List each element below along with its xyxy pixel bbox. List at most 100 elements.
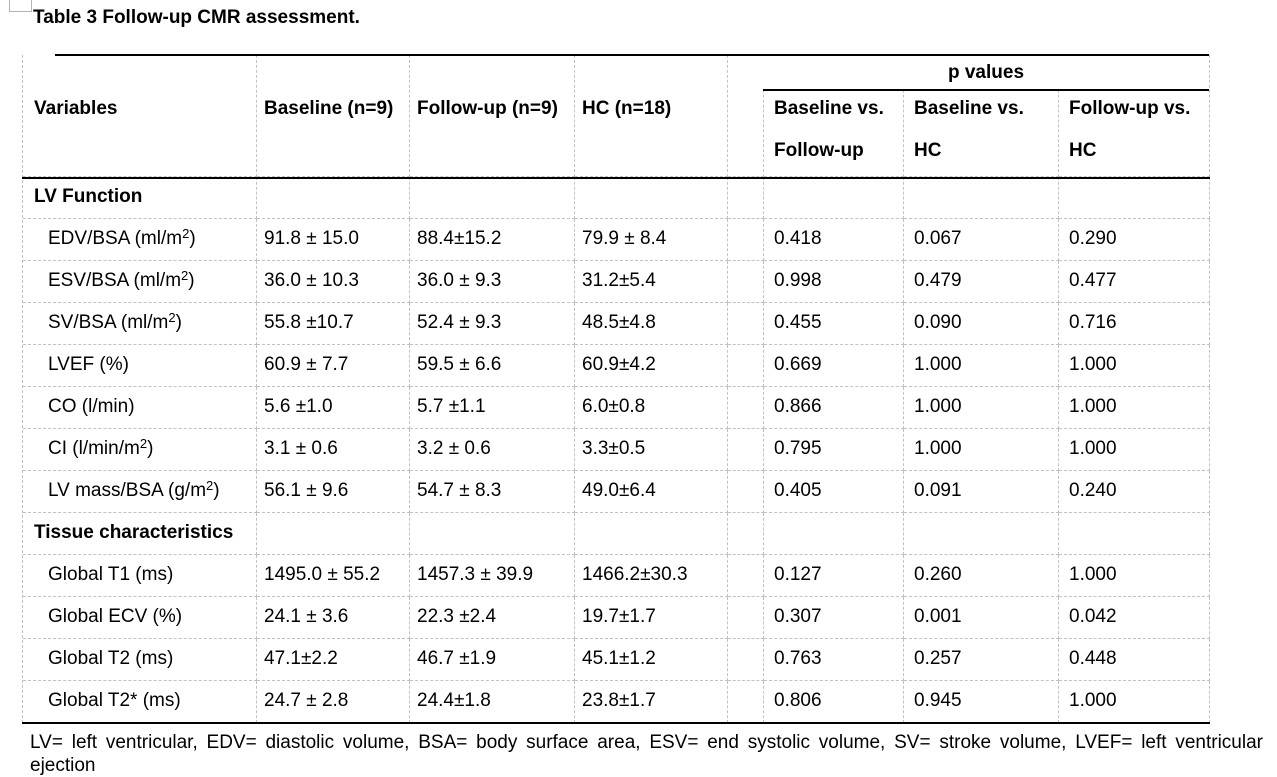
empty-cell (764, 177, 904, 219)
p-value-cell-0: 0.405 (764, 471, 904, 513)
gap-cell (728, 345, 764, 387)
value-cell-baseline: 24.1 ± 3.6 (257, 597, 410, 639)
header-line1: Follow-up vs. (1069, 98, 1191, 119)
value-cell-baseline: 47.1±2.2 (257, 639, 410, 681)
empty-cell (410, 513, 575, 555)
value-cell-baseline: 91.8 ± 15.0 (257, 219, 410, 261)
p-value-cell-2: 0.477 (1059, 261, 1210, 303)
p-value-cell-1: 0.945 (904, 681, 1059, 723)
header-line2: HC (914, 140, 942, 161)
p-value-cell-1: 1.000 (904, 429, 1059, 471)
value-cell-followup: 52.4 ± 9.3 (410, 303, 575, 345)
section-header: Tissue characteristics (23, 513, 257, 555)
value-cell-followup: 22.3 ±2.4 (410, 597, 575, 639)
p-value-cell-2: 1.000 (1059, 387, 1210, 429)
value-cell-hc: 60.9±4.2 (575, 345, 728, 387)
value-cell-hc: 48.5±4.8 (575, 303, 728, 345)
p-value-cell-0: 0.127 (764, 555, 904, 597)
header-line1: Baseline vs. (914, 98, 1024, 119)
p-value-cell-2: 0.042 (1059, 597, 1210, 639)
row-label: ESV/BSA (ml/m2) (23, 261, 257, 303)
p-value-cell-2: 1.000 (1059, 429, 1210, 471)
p-value-cell-1: 0.090 (904, 303, 1059, 345)
empty-cell (904, 177, 1059, 219)
p-value-cell-0: 0.763 (764, 639, 904, 681)
gap-cell (728, 639, 764, 681)
p-value-cell-1: 0.001 (904, 597, 1059, 639)
value-cell-hc: 31.2±5.4 (575, 261, 728, 303)
superscript-2: 2 (168, 310, 176, 325)
row-label: LV mass/BSA (g/m2) (23, 471, 257, 513)
row-label: EDV/BSA (ml/m2) (23, 219, 257, 261)
value-cell-followup: 24.4±1.8 (410, 681, 575, 723)
value-cell-hc: 6.0±0.8 (575, 387, 728, 429)
value-cell-hc: 49.0±6.4 (575, 471, 728, 513)
cmr-assessment-table: Variables Baseline (n=9) Follow-up (n=9) HC… (22, 55, 1210, 723)
header-cell-variables: Variables (23, 55, 257, 177)
header-line1: Baseline vs. (774, 98, 884, 119)
p-values-group-header: p values (763, 55, 1209, 91)
p-value-cell-0: 0.806 (764, 681, 904, 723)
p-value-cell-2: 1.000 (1059, 345, 1210, 387)
row-label: Global T2* (ms) (23, 681, 257, 723)
p-value-cell-0: 0.866 (764, 387, 904, 429)
p-value-cell-0: 0.455 (764, 303, 904, 345)
header-cell-hc: HC (n=18) (575, 55, 728, 177)
header-cell-followup: Follow-up (n=9) (410, 55, 575, 177)
p-value-cell-2: 0.290 (1059, 219, 1210, 261)
p-value-cell-0: 0.669 (764, 345, 904, 387)
value-cell-hc: 19.7±1.7 (575, 597, 728, 639)
value-cell-followup: 3.2 ± 0.6 (410, 429, 575, 471)
value-cell-followup: 1457.3 ± 39.9 (410, 555, 575, 597)
p-value-cell-2: 0.448 (1059, 639, 1210, 681)
empty-cell (257, 177, 410, 219)
gap-cell (728, 513, 764, 555)
value-cell-baseline: 1495.0 ± 55.2 (257, 555, 410, 597)
p-value-cell-0: 0.307 (764, 597, 904, 639)
gap-cell (728, 597, 764, 639)
header-line2: Follow-up (774, 140, 864, 161)
p-value-cell-0: 0.418 (764, 219, 904, 261)
value-cell-baseline: 3.1 ± 0.6 (257, 429, 410, 471)
superscript-2: 2 (206, 478, 214, 493)
empty-cell (575, 177, 728, 219)
empty-cell (257, 513, 410, 555)
table-bottom-border (22, 722, 1210, 724)
gap-cell (728, 555, 764, 597)
header-gap-cell (728, 55, 764, 177)
p-value-cell-1: 0.067 (904, 219, 1059, 261)
gap-cell (728, 681, 764, 723)
value-cell-hc: 1466.2±30.3 (575, 555, 728, 597)
value-cell-followup: 46.7 ±1.9 (410, 639, 575, 681)
value-cell-followup: 36.0 ± 9.3 (410, 261, 575, 303)
p-value-cell-1: 0.260 (904, 555, 1059, 597)
header-line2: HC (1069, 140, 1097, 161)
p-value-cell-1: 1.000 (904, 345, 1059, 387)
empty-cell (410, 177, 575, 219)
p-value-cell-0: 0.795 (764, 429, 904, 471)
value-cell-followup: 59.5 ± 6.6 (410, 345, 575, 387)
empty-cell (1059, 177, 1210, 219)
empty-cell (764, 513, 904, 555)
value-cell-baseline: 55.8 ±10.7 (257, 303, 410, 345)
header-cell-pvalue-1: Baseline vs. HC (904, 55, 1059, 177)
value-cell-hc: 79.9 ± 8.4 (575, 219, 728, 261)
p-value-cell-1: 1.000 (904, 387, 1059, 429)
value-cell-baseline: 24.7 ± 2.8 (257, 681, 410, 723)
value-cell-baseline: 56.1 ± 9.6 (257, 471, 410, 513)
value-cell-baseline: 5.6 ±1.0 (257, 387, 410, 429)
gap-cell (728, 219, 764, 261)
empty-cell (1059, 513, 1210, 555)
empty-cell (575, 513, 728, 555)
gap-cell (728, 303, 764, 345)
row-label: LVEF (%) (23, 345, 257, 387)
value-cell-followup: 88.4±15.2 (410, 219, 575, 261)
table-title: Table 3 Follow-up CMR assessment. (33, 7, 360, 28)
header-cell-pvalue-2: Follow-up vs. HC (1059, 55, 1210, 177)
p-value-cell-1: 0.479 (904, 261, 1059, 303)
p-value-cell-2: 0.240 (1059, 471, 1210, 513)
value-cell-baseline: 36.0 ± 10.3 (257, 261, 410, 303)
table-header-border (22, 177, 1210, 179)
row-label: CO (l/min) (23, 387, 257, 429)
